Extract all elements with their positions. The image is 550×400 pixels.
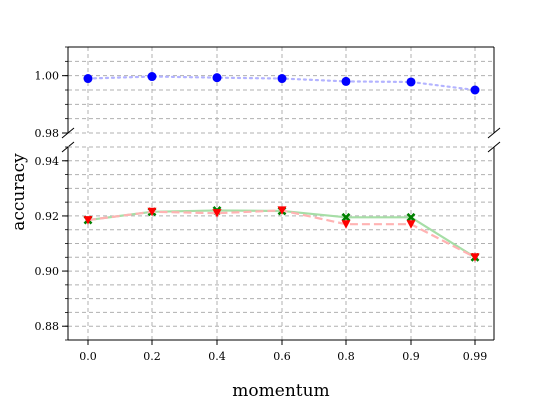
axis-break-mark [487,127,501,139]
lower-y-tick-label: 0.94 [35,155,60,168]
x-tick-label: 0.8 [337,350,355,363]
upper-panel: 0.98 1.00 [35,46,501,153]
upper-y-tick-label: 1.00 [35,70,60,83]
series-2-point [406,220,416,229]
series-0-point [277,74,287,84]
series-0-point [83,74,93,84]
series-2-point [470,253,480,262]
x-marker-stroke [406,212,416,222]
x-tick-label: 0.2 [143,350,161,363]
series-0-point [470,85,480,95]
series-2-point [277,206,287,215]
series-0-point [147,72,157,82]
x-marker-stroke [341,212,351,222]
series-0-point [212,73,222,83]
x-axis-label: momentum [232,381,329,400]
lower-y-tick-label: 0.88 [35,320,60,333]
y-axis-label: accuracy [9,153,29,231]
series-1-point [341,212,351,222]
x-tick-label: 0.9 [402,350,420,363]
x-tick-label: 0.99 [463,350,488,363]
x-tick-label: 0.0 [79,350,97,363]
series-2-point [212,209,222,218]
series-2-point [83,216,93,225]
upper-y-tick-label: 0.98 [35,127,60,140]
x-tick-label: 0.4 [208,350,226,363]
series-0-point [406,77,416,87]
x-axis-ticks: 0.0 0.2 0.4 0.6 0.8 0.9 0.99 [79,340,487,363]
series-0-point [341,76,351,86]
series-0 [83,72,480,95]
series-2 [83,206,480,262]
lower-y-tick-label: 0.90 [35,265,60,278]
lower-panel: 0.88 0.90 0.92 0.94 [35,146,495,341]
series-2-point [341,220,351,229]
series-1-point [406,212,416,222]
axis-break-mark [61,127,75,139]
lower-y-tick-label: 0.92 [35,210,60,223]
series-2-point [147,207,157,217]
x-tick-label: 0.6 [273,350,291,363]
